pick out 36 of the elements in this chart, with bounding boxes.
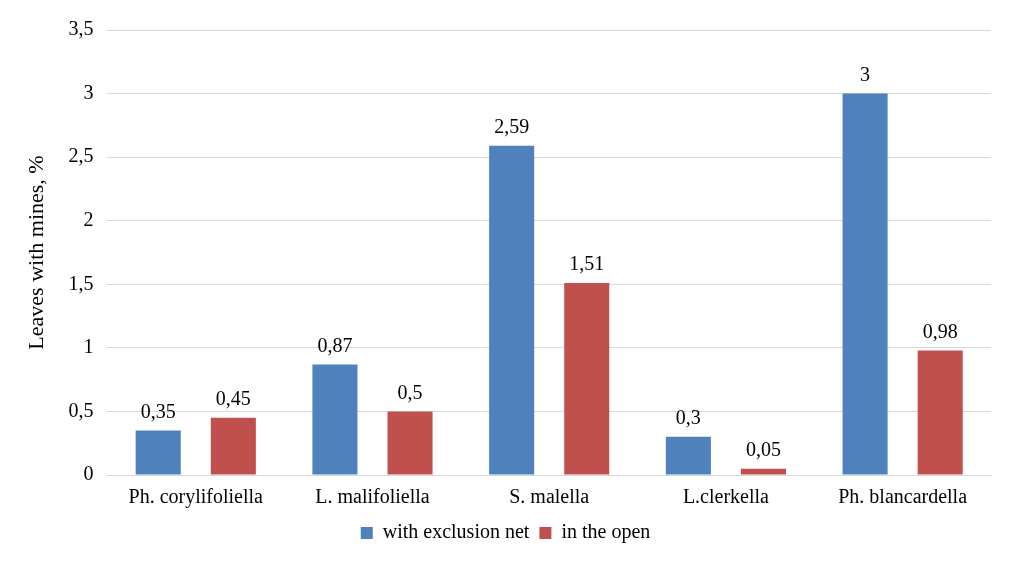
y-tick-label: 1	[83, 335, 94, 358]
y-tick-label: 2	[83, 207, 94, 230]
x-tick-label: Ph. corylifoliella	[128, 485, 264, 509]
y-tick-label: 0,5	[68, 398, 94, 421]
bar	[135, 430, 181, 475]
data-label: 0,5	[397, 380, 423, 403]
bar	[740, 468, 787, 475]
data-label: 0,35	[140, 399, 176, 422]
data-label: 0,45	[215, 387, 251, 410]
y-tick-label: 3,5	[68, 17, 94, 40]
bar	[564, 283, 610, 475]
x-tick-label: Ph. blancardella	[838, 485, 968, 508]
legend-label: with exclusion net	[382, 520, 530, 543]
y-axis-title: Leaves with mines, %	[22, 155, 48, 350]
data-label: 2,59	[494, 114, 530, 137]
y-tick-label: 2,5	[68, 144, 94, 167]
bar	[312, 364, 358, 475]
data-label: 0,3	[675, 406, 701, 429]
data-label: 1,51	[569, 252, 605, 275]
y-tick-label: 3	[83, 80, 94, 103]
legend-label: in the open	[561, 520, 651, 544]
y-tick-label: 1,5	[68, 271, 94, 294]
bar	[210, 417, 256, 475]
bar	[917, 350, 963, 475]
bar	[665, 436, 711, 475]
data-label: 3	[860, 62, 871, 85]
x-tick-label: L. malifoliella	[315, 485, 430, 508]
y-tick-label: 0	[83, 462, 94, 485]
data-label: 0,05	[745, 437, 781, 460]
bar	[842, 93, 888, 475]
x-tick-label: L.clerkella	[682, 485, 770, 508]
x-tick-label: S. malella	[509, 485, 590, 508]
data-label: 0,87	[317, 333, 353, 356]
data-label: 0,98	[922, 319, 958, 342]
bar	[387, 411, 433, 475]
bar	[489, 145, 535, 475]
